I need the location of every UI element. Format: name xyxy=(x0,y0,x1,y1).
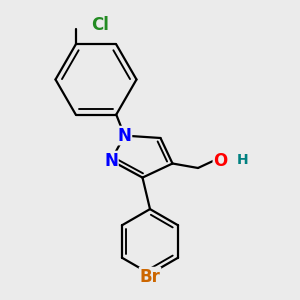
Text: Br: Br xyxy=(140,268,160,286)
Text: N: N xyxy=(104,152,118,169)
Text: O: O xyxy=(213,152,228,169)
Text: H: H xyxy=(236,154,248,167)
Text: N: N xyxy=(118,127,131,145)
Text: Cl: Cl xyxy=(92,16,110,34)
